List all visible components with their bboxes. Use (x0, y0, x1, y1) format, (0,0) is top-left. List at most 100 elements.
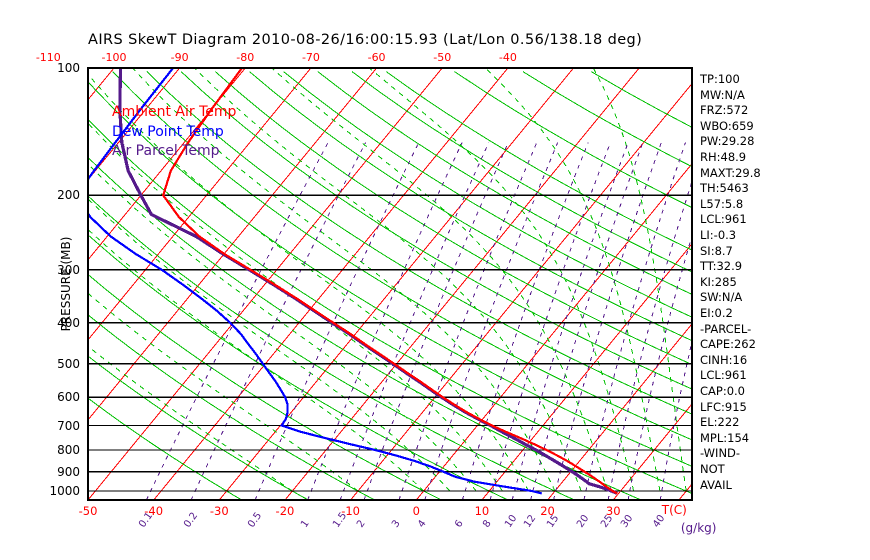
isotherm-line (612, 403, 692, 500)
dew-point-temp-curve (88, 68, 543, 495)
index-item: -WIND- (700, 446, 741, 461)
dry-adiabat-line (88, 81, 692, 467)
index-item: MPL:154 (700, 430, 750, 445)
plot-frame (87, 67, 693, 501)
pressure-tick-label: 700 (57, 418, 80, 433)
dry-adiabat-line (88, 314, 376, 500)
pressure-tick-label: 800 (57, 443, 80, 458)
pressure-tick-label: 1000 (49, 484, 80, 499)
pressure-tick-label: 900 (57, 464, 80, 479)
index-item: L57:5.8 (700, 196, 744, 211)
index-item: LI:-0.3 (700, 228, 737, 242)
index-item: LCL:961 (700, 212, 747, 227)
moist-adiabat-line (88, 163, 477, 492)
dry-adiabat-line (180, 71, 692, 390)
moist-adiabat-line (88, 345, 293, 492)
page-title: AIRS SkewT Diagram 2010-08-26/16:00:15.9… (88, 32, 643, 48)
index-item: WBO:659 (700, 118, 754, 133)
dry-adiabat-line (88, 234, 509, 500)
bottom-temp-tick-label: -20 (275, 504, 295, 518)
top-temp-tick-label: -40 (498, 51, 517, 64)
bottom-temp-tick-label: 10 (474, 504, 490, 518)
bottom-temp-tick-label: -10 (341, 504, 360, 518)
moist-adiabat-line (271, 68, 608, 492)
index-item: EI:0.2 (700, 306, 733, 320)
top-temp-tick-label: -100 (101, 51, 127, 64)
index-item: -PARCEL- (700, 321, 752, 336)
dry-adiabat-line (88, 355, 309, 500)
index-item: TT:32.9 (700, 259, 743, 274)
index-item: LCL:961 (700, 368, 747, 383)
index-item: TP:100 (700, 72, 740, 86)
mixing-ratio-line (607, 179, 692, 500)
top-temp-tick-label: -70 (301, 51, 320, 64)
index-item: RH:48.9 (700, 150, 747, 164)
ambient-air-temp-curve (161, 68, 618, 495)
isotherm-line (810, 68, 870, 500)
dry-adiabat-line (146, 71, 692, 415)
bottom-temp-tick-label: -30 (209, 504, 229, 518)
bottom-temp-tick-label: 30 (605, 504, 621, 518)
index-item: CAP:0.0 (700, 384, 745, 398)
moist-adiabat-line (485, 68, 661, 492)
isotherm-line (745, 68, 870, 500)
isotherm-line (284, 68, 640, 500)
index-item: EL:222 (700, 415, 740, 430)
dry-adiabat-line (88, 195, 575, 500)
dry-adiabat-line (385, 71, 692, 251)
moist-adiabat-line (592, 68, 687, 492)
dry-adiabat-line (88, 156, 642, 500)
moist-adiabat-line (88, 122, 503, 492)
dry-adiabat-line (112, 71, 692, 441)
legend-air-parcel-temp: Air Parcel Temp (112, 143, 220, 159)
isotherm-line (218, 68, 574, 500)
dry-adiabat-line (249, 71, 692, 342)
top-temp-tick-label: -60 (367, 51, 386, 64)
index-item: AVAIL (700, 477, 732, 492)
dry-adiabat-line (283, 71, 692, 318)
moist-adiabat-line (194, 68, 582, 492)
index-item: TH:5463 (700, 181, 749, 196)
pressure-tick-label: 600 (57, 390, 80, 405)
dry-adiabat-line (317, 71, 692, 295)
legend-dew-point-temp: Dew Point Temp (112, 124, 224, 140)
pressure-tick-label: 200 (57, 188, 80, 203)
isotherm-line (547, 323, 692, 500)
moist-adiabat-line (88, 292, 359, 492)
index-item: NOT (700, 462, 725, 476)
isotherm-line (481, 243, 692, 500)
top-temp-tick-label: -50 (433, 51, 452, 64)
isotherm-line (88, 68, 377, 421)
moist-adiabat-line (88, 198, 451, 492)
index-item: LFC:915 (700, 399, 747, 414)
isotherm-line (88, 68, 246, 261)
dry-adiabat-line (88, 118, 692, 495)
moist-adiabat-line (88, 228, 424, 492)
top-temp-tick-label: -80 (236, 51, 255, 64)
isotherm-line (415, 162, 692, 500)
legend-ambient-air-temp: Ambient Air Temp (112, 104, 237, 120)
top-temp-tick-label: -110 (35, 51, 61, 64)
isotherm-line (88, 68, 443, 500)
index-item: CAPE:262 (700, 337, 756, 352)
isotherm-line (88, 68, 312, 341)
x-axis-temperature-title: T(C) (661, 503, 687, 517)
dry-adiabat-line (88, 273, 442, 500)
index-item: SI:8.7 (700, 243, 733, 258)
bottom-temp-tick-label: 0 (412, 504, 420, 518)
isotherm-line (153, 68, 509, 500)
bottom-temp-tick-label: -40 (144, 504, 164, 518)
top-temp-tick-label: -90 (170, 51, 189, 64)
pressure-tick-label: 500 (57, 356, 80, 371)
index-item: MW:N/A (700, 87, 745, 102)
pressure-tick-label: 300 (57, 262, 80, 277)
bottom-temp-tick-label: 20 (540, 504, 555, 518)
moist-adiabat-line (368, 68, 635, 492)
pressure-tick-label: 100 (57, 61, 80, 75)
bottom-temp-tick-label: -50 (78, 504, 98, 518)
index-item: CINH:16 (700, 352, 748, 367)
isotherm-line (0, 68, 48, 500)
index-item: SW:N/A (700, 290, 743, 305)
